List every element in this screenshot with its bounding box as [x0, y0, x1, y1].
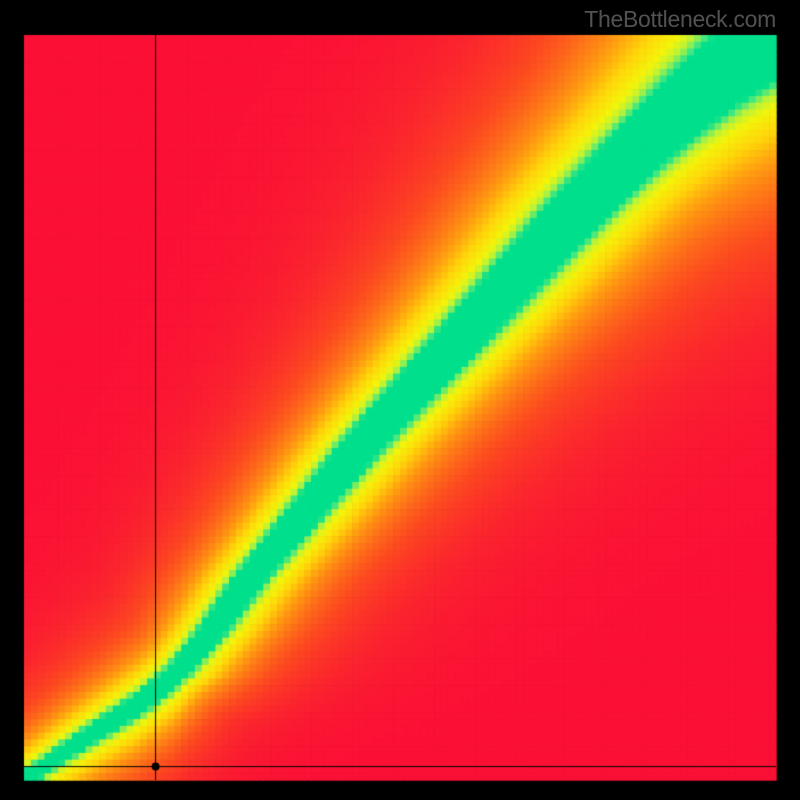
- chart-container: TheBottleneck.com: [0, 0, 800, 800]
- bottleneck-heatmap: [0, 0, 800, 800]
- watermark-text: TheBottleneck.com: [584, 6, 776, 33]
